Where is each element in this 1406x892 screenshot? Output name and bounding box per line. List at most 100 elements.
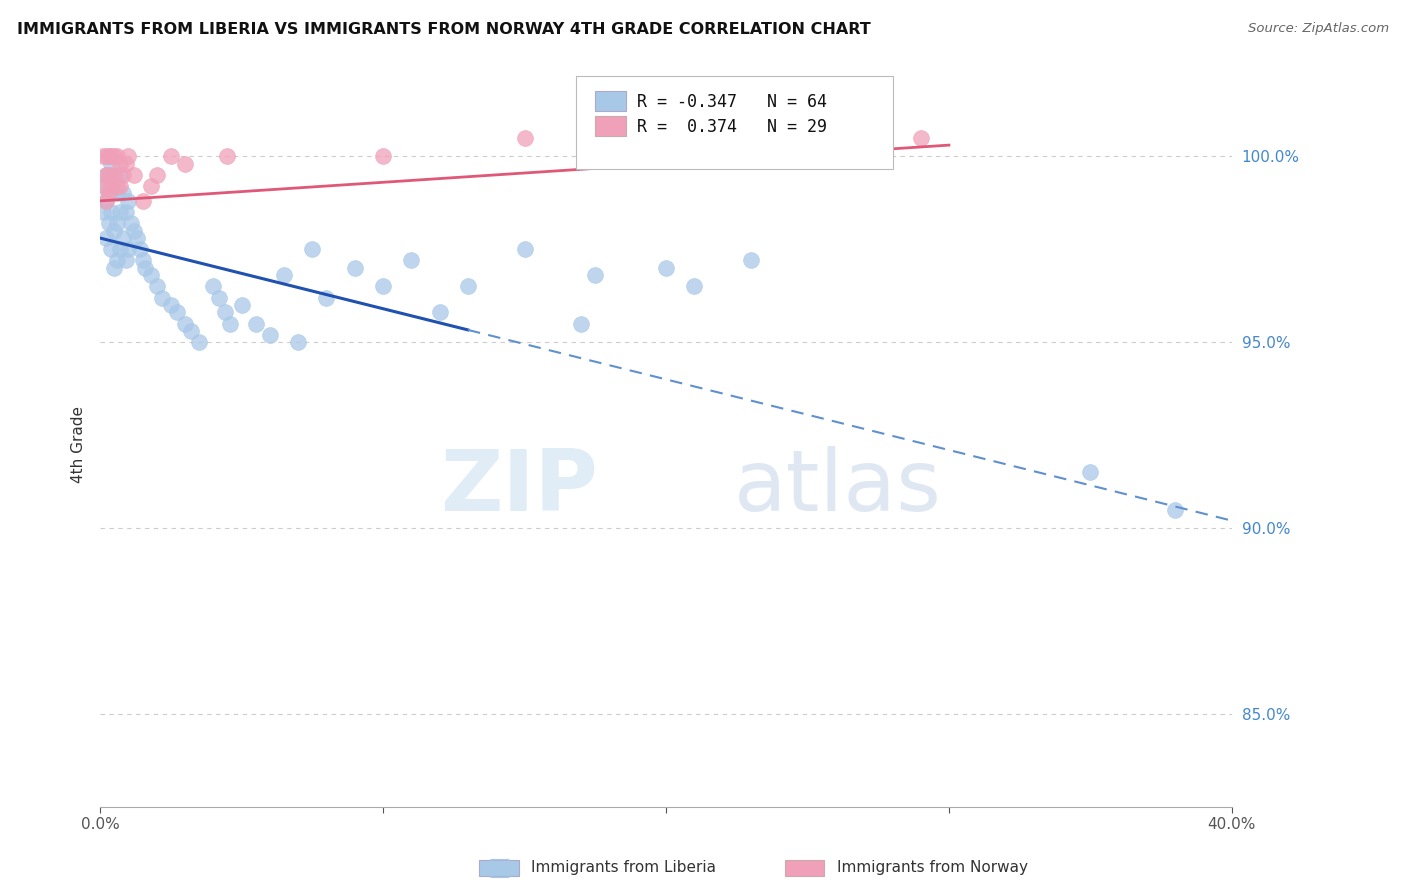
Point bbox=[122, 224, 145, 238]
Text: IMMIGRANTS FROM LIBERIA VS IMMIGRANTS FROM NORWAY 4TH GRADE CORRELATION CHART: IMMIGRANTS FROM LIBERIA VS IMMIGRANTS FR… bbox=[17, 22, 870, 37]
Point bbox=[108, 242, 131, 256]
Point bbox=[108, 205, 131, 219]
Point bbox=[401, 253, 423, 268]
Point bbox=[97, 186, 120, 201]
Text: R = -0.347   N = 64: R = -0.347 N = 64 bbox=[637, 93, 827, 111]
Point bbox=[105, 253, 128, 268]
Point bbox=[94, 194, 117, 208]
Point bbox=[188, 335, 211, 350]
Point bbox=[100, 157, 122, 171]
Point bbox=[117, 149, 139, 163]
Point bbox=[103, 168, 125, 182]
Point bbox=[343, 260, 366, 275]
Point bbox=[145, 168, 167, 182]
Point bbox=[114, 157, 136, 171]
Point bbox=[1164, 502, 1187, 516]
Point bbox=[214, 305, 236, 319]
Point bbox=[91, 205, 114, 219]
Point bbox=[97, 149, 120, 163]
Point bbox=[139, 179, 162, 194]
Point bbox=[97, 216, 120, 230]
Text: R =  0.374   N = 29: R = 0.374 N = 29 bbox=[637, 118, 827, 136]
Point bbox=[97, 168, 120, 182]
Point bbox=[122, 168, 145, 182]
Point bbox=[108, 168, 131, 182]
Point bbox=[273, 268, 295, 283]
Text: □: □ bbox=[488, 856, 510, 880]
Point bbox=[100, 149, 122, 163]
Point bbox=[114, 205, 136, 219]
Point bbox=[91, 149, 114, 163]
Point bbox=[457, 279, 479, 293]
Point bbox=[139, 268, 162, 283]
Point bbox=[94, 194, 117, 208]
Point bbox=[114, 253, 136, 268]
Point bbox=[105, 179, 128, 194]
Text: Immigrants from Norway: Immigrants from Norway bbox=[837, 861, 1028, 875]
Point bbox=[97, 149, 120, 163]
Point bbox=[120, 216, 142, 230]
Point bbox=[683, 279, 706, 293]
Point bbox=[150, 291, 173, 305]
Point bbox=[429, 305, 451, 319]
Point bbox=[91, 179, 114, 194]
Point bbox=[513, 130, 536, 145]
Point bbox=[103, 260, 125, 275]
Point bbox=[111, 231, 134, 245]
Point bbox=[513, 242, 536, 256]
Point bbox=[100, 179, 122, 194]
Point bbox=[1080, 466, 1102, 480]
Point bbox=[208, 291, 231, 305]
Text: ZIP: ZIP bbox=[440, 447, 598, 530]
Point bbox=[569, 317, 592, 331]
Point bbox=[94, 231, 117, 245]
Point bbox=[94, 168, 117, 182]
Point bbox=[125, 231, 148, 245]
Point bbox=[160, 149, 183, 163]
Point bbox=[202, 279, 225, 293]
Point bbox=[166, 305, 188, 319]
Point bbox=[117, 242, 139, 256]
Point bbox=[103, 224, 125, 238]
Point bbox=[371, 279, 394, 293]
Point bbox=[103, 149, 125, 163]
Point bbox=[111, 168, 134, 182]
Point bbox=[134, 260, 156, 275]
Point bbox=[583, 268, 606, 283]
Point bbox=[94, 168, 117, 182]
Point bbox=[315, 291, 337, 305]
Point bbox=[180, 324, 202, 338]
Point bbox=[97, 168, 120, 182]
Point bbox=[94, 149, 117, 163]
Text: atlas: atlas bbox=[734, 447, 942, 530]
Point bbox=[117, 194, 139, 208]
Point bbox=[301, 242, 323, 256]
Point bbox=[160, 298, 183, 312]
Point bbox=[131, 194, 153, 208]
Text: Immigrants from Liberia: Immigrants from Liberia bbox=[531, 861, 717, 875]
Point bbox=[287, 335, 309, 350]
Y-axis label: 4th Grade: 4th Grade bbox=[72, 406, 86, 483]
Point bbox=[105, 186, 128, 201]
Point bbox=[910, 130, 932, 145]
Point bbox=[231, 298, 253, 312]
Point bbox=[108, 157, 131, 171]
Point bbox=[91, 179, 114, 194]
Point bbox=[105, 149, 128, 163]
Text: Source: ZipAtlas.com: Source: ZipAtlas.com bbox=[1249, 22, 1389, 36]
Point bbox=[128, 242, 150, 256]
Point bbox=[217, 149, 239, 163]
Point bbox=[740, 253, 762, 268]
Point bbox=[131, 253, 153, 268]
Point bbox=[655, 260, 678, 275]
Point bbox=[103, 179, 125, 194]
Point bbox=[259, 327, 281, 342]
Point bbox=[145, 279, 167, 293]
Point bbox=[174, 317, 197, 331]
Point bbox=[108, 179, 131, 194]
Point bbox=[245, 317, 267, 331]
Point bbox=[105, 216, 128, 230]
Point bbox=[111, 186, 134, 201]
Point bbox=[219, 317, 242, 331]
Point bbox=[174, 157, 197, 171]
